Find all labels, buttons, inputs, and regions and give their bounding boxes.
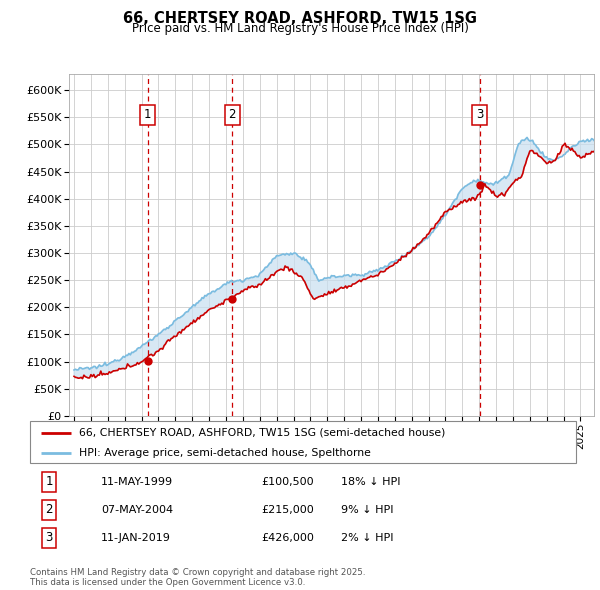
Text: 11-MAY-1999: 11-MAY-1999	[101, 477, 173, 487]
Text: 9% ↓ HPI: 9% ↓ HPI	[341, 504, 394, 514]
Text: 66, CHERTSEY ROAD, ASHFORD, TW15 1SG (semi-detached house): 66, CHERTSEY ROAD, ASHFORD, TW15 1SG (se…	[79, 428, 446, 438]
Text: 66, CHERTSEY ROAD, ASHFORD, TW15 1SG: 66, CHERTSEY ROAD, ASHFORD, TW15 1SG	[123, 11, 477, 25]
Text: £100,500: £100,500	[261, 477, 314, 487]
Text: Contains HM Land Registry data © Crown copyright and database right 2025.
This d: Contains HM Land Registry data © Crown c…	[30, 568, 365, 587]
Text: 07-MAY-2004: 07-MAY-2004	[101, 504, 173, 514]
Text: 11-JAN-2019: 11-JAN-2019	[101, 533, 171, 543]
Text: 2% ↓ HPI: 2% ↓ HPI	[341, 533, 394, 543]
Text: 2: 2	[229, 109, 236, 122]
Text: 2: 2	[46, 503, 53, 516]
Text: 3: 3	[46, 531, 53, 544]
Text: 1: 1	[46, 476, 53, 489]
Text: £215,000: £215,000	[261, 504, 314, 514]
Text: 3: 3	[476, 109, 484, 122]
Text: 1: 1	[144, 109, 152, 122]
Text: £426,000: £426,000	[261, 533, 314, 543]
Text: HPI: Average price, semi-detached house, Spelthorne: HPI: Average price, semi-detached house,…	[79, 448, 371, 457]
FancyBboxPatch shape	[30, 421, 576, 463]
Text: 18% ↓ HPI: 18% ↓ HPI	[341, 477, 401, 487]
Text: Price paid vs. HM Land Registry's House Price Index (HPI): Price paid vs. HM Land Registry's House …	[131, 22, 469, 35]
